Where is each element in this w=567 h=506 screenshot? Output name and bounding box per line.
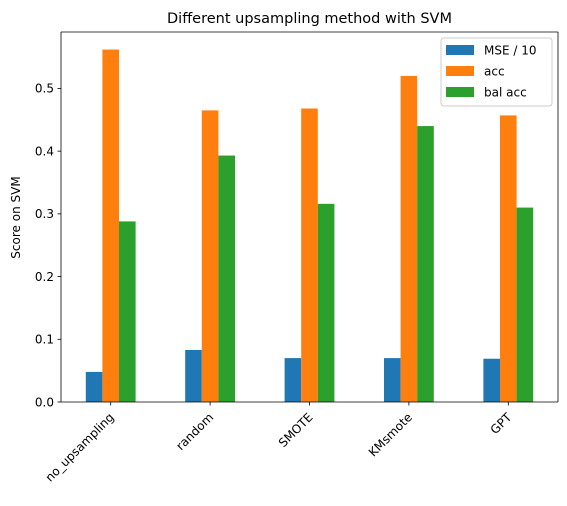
x-tick-label: GPT — [488, 410, 515, 437]
chart-title: Different upsampling method with SVM — [167, 11, 452, 27]
bar-GPT-mse-10 — [483, 358, 500, 402]
x-tick-label: random — [173, 410, 216, 453]
x-tick-label: KMsmote — [366, 410, 415, 459]
bar-random-acc — [201, 110, 219, 402]
bar-random-mse-10 — [185, 349, 202, 402]
bar-KMsmote-mse-10 — [384, 358, 401, 402]
y-tick-label: 0.3 — [35, 207, 54, 221]
legend-label: acc — [484, 65, 505, 79]
legend-swatch — [446, 66, 474, 76]
bar-KMsmote-acc — [400, 75, 418, 403]
x-tick-label: no_upsampling — [43, 410, 117, 484]
y-tick-label: 0.5 — [35, 82, 54, 96]
bar-GPT-bal-acc — [516, 207, 534, 402]
legend-swatch — [446, 87, 474, 97]
bar-KMsmote-bal-acc — [417, 126, 434, 402]
legend-label: bal acc — [484, 86, 527, 100]
x-tick-label: SMOTE — [276, 410, 316, 450]
y-axis-label: Score on SVM — [9, 176, 23, 258]
bar-no_upsampling-bal-acc — [119, 221, 136, 402]
bar-SMOTE-mse-10 — [284, 358, 302, 402]
y-tick-label: 0.1 — [35, 333, 54, 347]
y-tick-label: 0.4 — [35, 144, 54, 158]
bar-SMOTE-bal-acc — [317, 203, 335, 402]
bar-SMOTE-acc — [301, 108, 318, 402]
bar-no_upsampling-acc — [102, 49, 119, 403]
y-tick-label: 0.2 — [35, 270, 54, 284]
bar-GPT-acc — [500, 115, 517, 402]
legend-label: MSE / 10 — [484, 44, 537, 58]
y-tick-label: 0.0 — [35, 395, 54, 409]
legend: MSE / 10 acc bal acc — [440, 37, 553, 107]
bar-random-bal-acc — [218, 155, 235, 402]
legend-swatch — [446, 45, 474, 55]
plot-area: 0.0 0.1 0.2 0.3 0.4 0.5 no_upsampling random SMO… — [35, 31, 559, 484]
bar-no_upsampling-mse-10 — [85, 371, 103, 402]
